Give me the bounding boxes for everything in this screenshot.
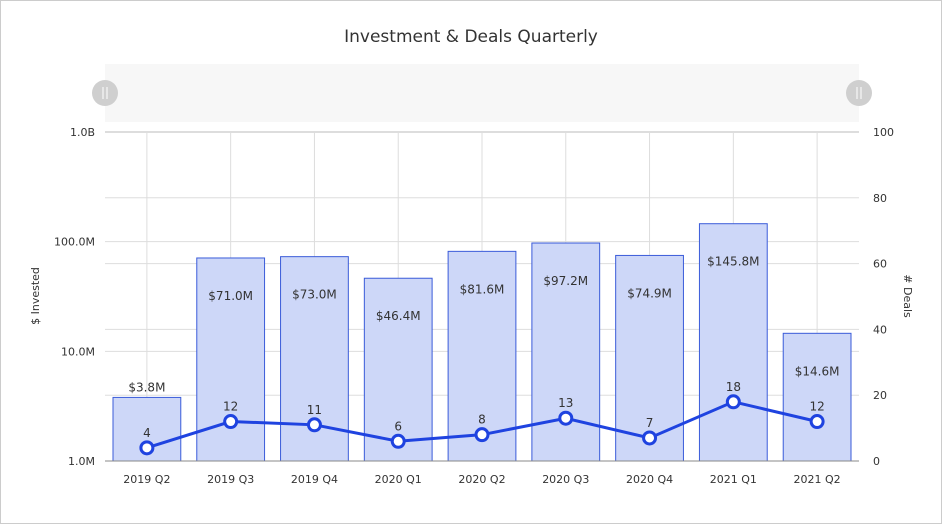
- deals-point[interactable]: [809, 414, 825, 430]
- x-tick-label: 2020 Q2: [458, 473, 505, 486]
- x-tick-label: 2019 Q2: [123, 473, 170, 486]
- deals-data-label: 8: [478, 413, 486, 427]
- y-tick-label: 1.0M: [68, 455, 95, 468]
- deals-data-label: 4: [143, 426, 151, 440]
- x-tick-label: 2019 Q4: [291, 473, 338, 486]
- bar-data-label: $145.8M: [707, 255, 759, 269]
- y2-tick-label: 80: [873, 192, 887, 205]
- bar[interactable]: [782, 332, 852, 462]
- deals-data-label: 6: [394, 419, 402, 433]
- y2-tick-label: 0: [873, 455, 880, 468]
- bar[interactable]: [447, 250, 517, 462]
- bar-data-label: $81.6M: [460, 282, 505, 296]
- deals-point[interactable]: [725, 394, 741, 410]
- grip-icon: [102, 87, 108, 99]
- x-tick-label: 2021 Q2: [794, 473, 841, 486]
- x-tick-label: 2020 Q4: [626, 473, 673, 486]
- range-handle-left[interactable]: [92, 80, 118, 106]
- deals-point[interactable]: [223, 414, 239, 430]
- bar-data-label: $46.4M: [376, 309, 421, 323]
- bar-data-label: $74.9M: [627, 286, 672, 300]
- deals-data-label: 7: [646, 416, 654, 430]
- y2-tick-label: 60: [873, 258, 887, 271]
- deals-point[interactable]: [558, 410, 574, 426]
- deals-point[interactable]: [139, 440, 155, 456]
- grip-icon: [856, 87, 862, 99]
- x-tick-label: 2019 Q3: [207, 473, 254, 486]
- y2-axis-label: # Deals: [901, 274, 914, 318]
- deals-data-label: 13: [558, 396, 573, 410]
- y2-tick-label: 40: [873, 323, 887, 336]
- chart-title: Investment & Deals Quarterly: [344, 27, 598, 47]
- deals-data-label: 18: [726, 380, 741, 394]
- deals-point[interactable]: [642, 430, 658, 446]
- bar-data-label: $73.0M: [292, 288, 337, 302]
- y2-tick-label: 20: [873, 389, 887, 402]
- x-tick-label: 2020 Q1: [375, 473, 422, 486]
- range-handle-right[interactable]: [846, 80, 872, 106]
- x-tick-label: 2020 Q3: [542, 473, 589, 486]
- deals-data-label: 12: [809, 400, 824, 414]
- bar-data-label: $97.2M: [543, 274, 588, 288]
- y-axis-label: $ Invested: [29, 267, 42, 325]
- bar[interactable]: [698, 223, 768, 462]
- deals-point[interactable]: [306, 417, 322, 433]
- y-tick-label: 100.0M: [54, 236, 95, 249]
- bar-data-label: $71.0M: [208, 289, 253, 303]
- deals-point[interactable]: [474, 427, 490, 443]
- range-navigator[interactable]: [105, 64, 859, 122]
- y2-tick-label: 100: [873, 126, 894, 139]
- bar-data-label: $14.6M: [795, 364, 840, 378]
- y-tick-label: 1.0B: [70, 126, 95, 139]
- bar-data-label: $3.8M: [128, 380, 165, 394]
- deals-point[interactable]: [390, 433, 406, 449]
- x-tick-label: 2021 Q1: [710, 473, 757, 486]
- deals-data-label: 12: [223, 400, 238, 414]
- bar[interactable]: [363, 277, 433, 462]
- deals-data-label: 11: [307, 403, 322, 417]
- y-tick-label: 10.0M: [61, 345, 95, 358]
